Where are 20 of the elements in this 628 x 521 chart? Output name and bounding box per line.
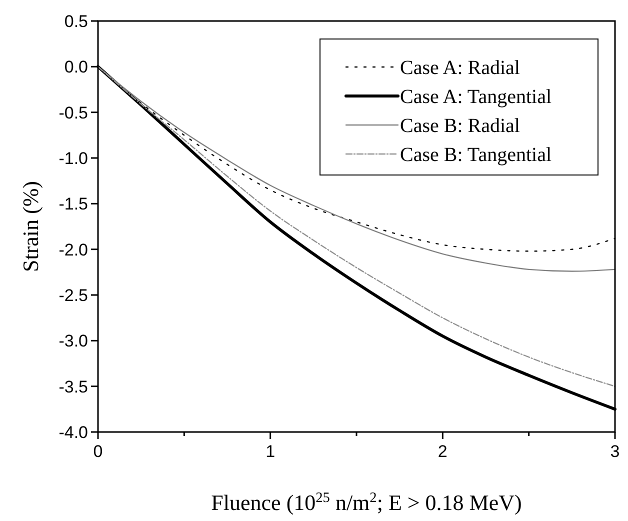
x-axis-title: Fluence (10$^{25}$ n/m$^{2}$; E > 0.18 MeV) <box>211 490 522 515</box>
y-tick-label: 0.0 <box>64 58 88 77</box>
y-tick-label: -2.0 <box>58 240 88 260</box>
x-tick-label: 1 <box>266 442 276 461</box>
y-tick-label: -0.5 <box>58 103 88 122</box>
y-axis-title: Strain (%) <box>18 180 43 272</box>
y-tick-label: -3.5 <box>58 377 88 396</box>
legend-label: Case A: Tangential <box>400 86 552 108</box>
legend-label: Case A: Radial <box>400 57 520 79</box>
y-tick-label: 0.5 <box>64 12 88 31</box>
x-tick-label: 0 <box>93 442 103 461</box>
x-tick-label: 2 <box>438 442 448 461</box>
y-tick-label: -3.0 <box>58 332 88 351</box>
legend-label: Case B: Radial <box>400 115 520 137</box>
y-tick-label: -1.0 <box>58 149 88 168</box>
y-tick-label: -4.0 <box>58 423 88 442</box>
x-tick-label: 3 <box>610 442 620 461</box>
y-tick-label: -1.5 <box>58 194 88 214</box>
legend-label: Case B: Tangential <box>400 144 552 166</box>
y-tick-label: -2.5 <box>58 286 88 305</box>
